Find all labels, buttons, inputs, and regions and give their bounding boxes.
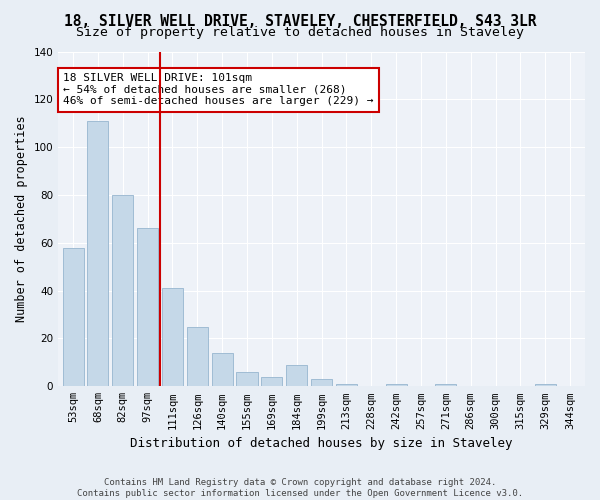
Bar bbox=[212, 353, 233, 386]
Text: Size of property relative to detached houses in Staveley: Size of property relative to detached ho… bbox=[76, 26, 524, 39]
Bar bbox=[112, 195, 133, 386]
Text: Contains HM Land Registry data © Crown copyright and database right 2024.
Contai: Contains HM Land Registry data © Crown c… bbox=[77, 478, 523, 498]
Bar bbox=[236, 372, 257, 386]
Bar bbox=[286, 365, 307, 386]
Bar bbox=[88, 121, 109, 386]
Bar bbox=[535, 384, 556, 386]
Text: 18, SILVER WELL DRIVE, STAVELEY, CHESTERFIELD, S43 3LR: 18, SILVER WELL DRIVE, STAVELEY, CHESTER… bbox=[64, 14, 536, 29]
Bar bbox=[162, 288, 183, 386]
X-axis label: Distribution of detached houses by size in Staveley: Distribution of detached houses by size … bbox=[130, 437, 513, 450]
Bar bbox=[187, 326, 208, 386]
Bar bbox=[262, 376, 283, 386]
Bar bbox=[336, 384, 357, 386]
Y-axis label: Number of detached properties: Number of detached properties bbox=[15, 116, 28, 322]
Text: 18 SILVER WELL DRIVE: 101sqm
← 54% of detached houses are smaller (268)
46% of s: 18 SILVER WELL DRIVE: 101sqm ← 54% of de… bbox=[64, 74, 374, 106]
Bar bbox=[137, 228, 158, 386]
Bar bbox=[62, 248, 83, 386]
Bar bbox=[311, 379, 332, 386]
Bar bbox=[386, 384, 407, 386]
Bar bbox=[435, 384, 457, 386]
